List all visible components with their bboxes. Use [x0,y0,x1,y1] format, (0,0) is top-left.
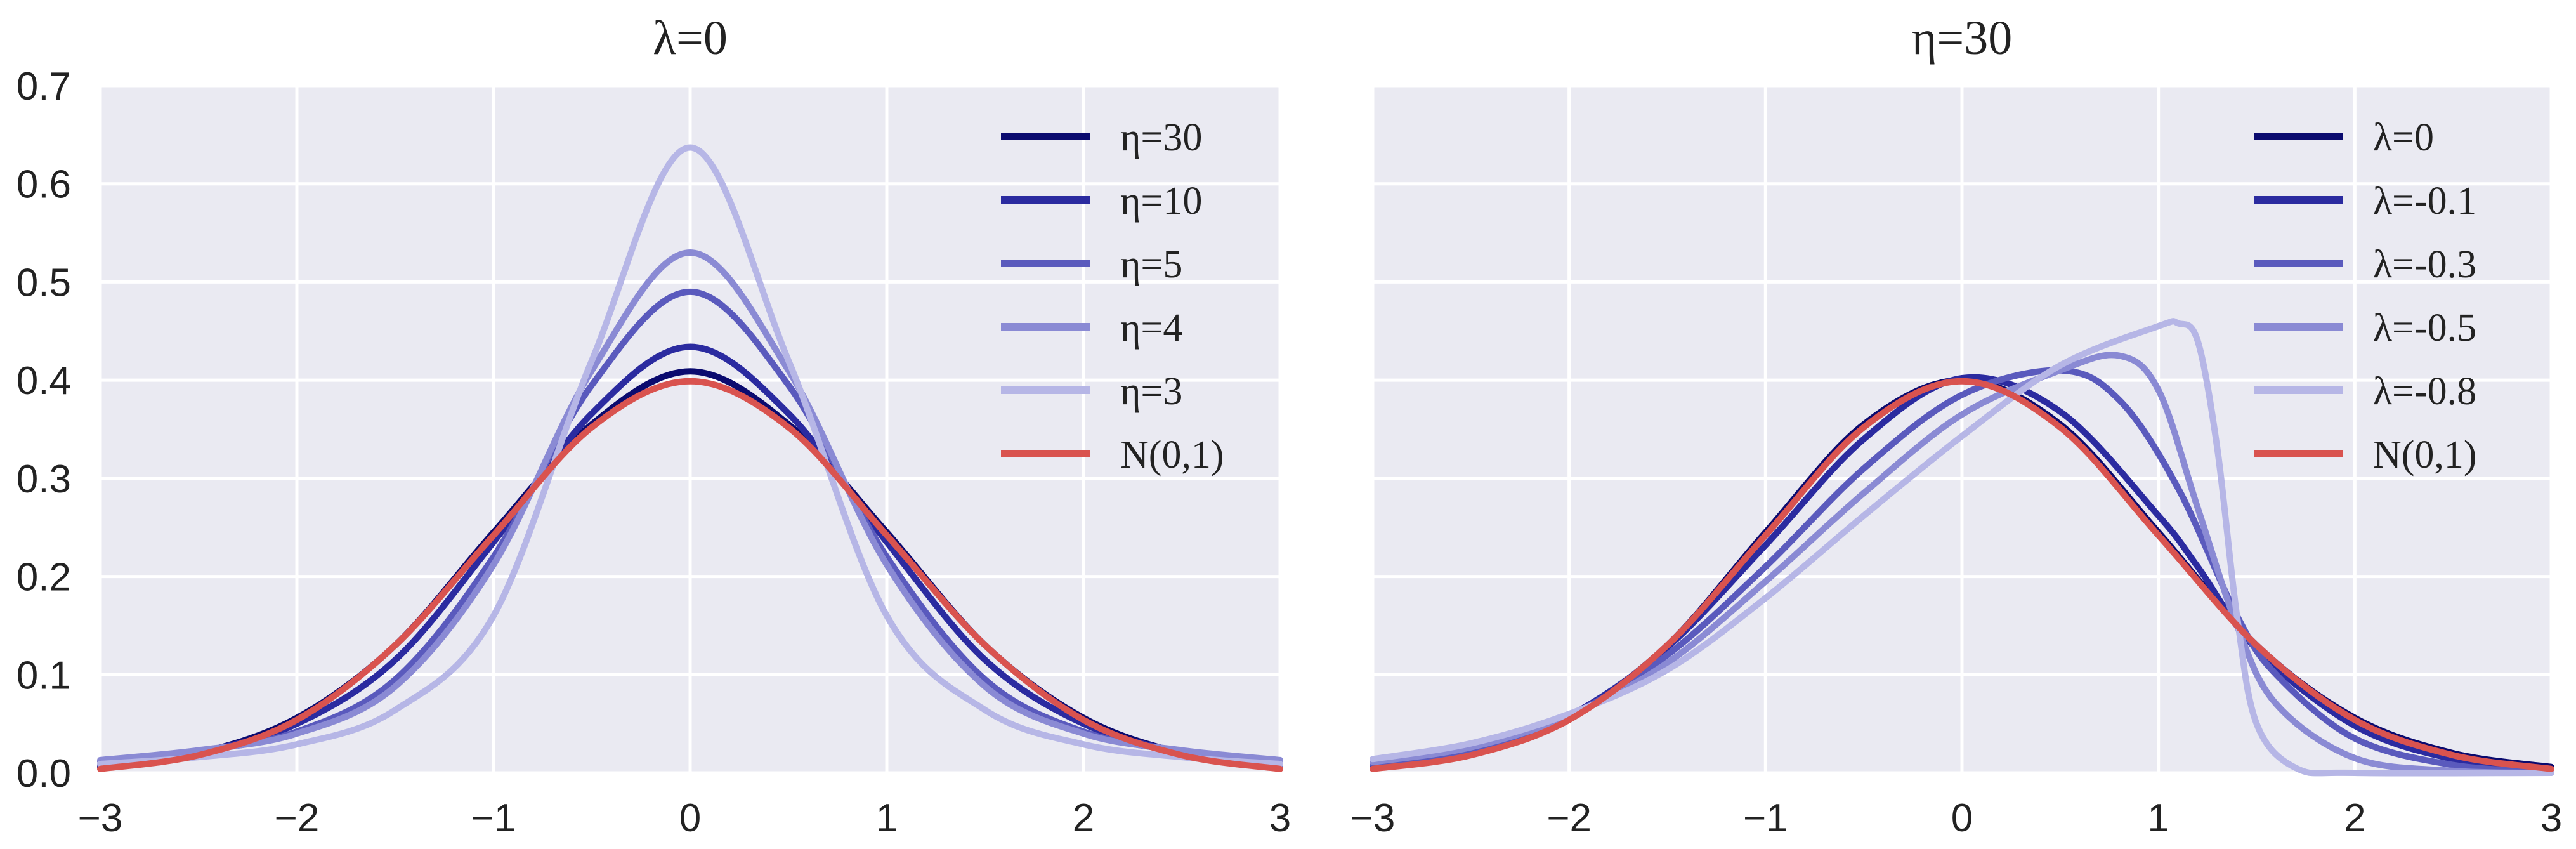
series-line [97,144,1283,768]
x-tick-label: 1 [2147,796,2169,840]
left-panel: −3 −2 −1 0 1 2 3 0.0 0.1 0.2 0.3 0.4 0.5 0.6 0.7 λ=0 η=3… [16,11,1291,840]
x-tick-label: −2 [275,796,320,840]
y-tick-label: 0.2 [16,556,71,600]
x-tick-label: 0 [1951,796,1973,840]
legend-label: λ=-0.3 [2373,243,2476,286]
legend-label: η=3 [1120,370,1182,413]
x-tick-label: 2 [2344,796,2365,840]
x-tick-label: −3 [78,796,123,840]
x-tick-label: 0 [679,796,701,840]
y-tick-label: 0.5 [16,261,71,305]
x-tick-label: 2 [1073,796,1094,840]
legend-label: N(0,1) [2373,433,2477,477]
panel-title: λ=0 [653,11,728,65]
series-line [97,378,1283,772]
right-panel: −3 −2 −1 0 1 2 3 η=30 λ=0 λ=-0.1 λ=-0.3 λ=-0.5 λ=-0.… [1350,11,2563,840]
series-line [1370,378,2554,772]
x-tick-label: 3 [2540,796,2562,840]
series-line [97,249,1283,763]
legend-label: λ=0 [2373,116,2434,159]
y-tick-label: 0.0 [16,752,71,796]
x-tick-label: 3 [1269,796,1291,840]
legend-label: λ=-0.5 [2373,306,2476,350]
legend-label: λ=-0.1 [2373,180,2476,223]
y-tick-label: 0.7 [16,65,71,109]
y-tick-label: 0.4 [16,359,71,403]
series-line [1370,318,2554,777]
legend-label: η=30 [1120,116,1202,159]
legend-label: λ=-0.8 [2373,370,2476,413]
x-tick-label: −1 [471,796,516,840]
x-tick-label: 1 [876,796,898,840]
legend-label: η=4 [1120,306,1182,350]
x-tick-label: −1 [1743,796,1788,840]
series-line [97,343,1283,768]
y-tick-label: 0.3 [16,457,71,501]
y-tick-label: 0.6 [16,163,71,207]
x-tick-label: −3 [1350,796,1396,840]
y-tick-label: 0.1 [16,654,71,697]
legend-label: η=10 [1120,180,1202,223]
legend-label: η=5 [1120,243,1182,286]
panel-title: η=30 [1912,11,2013,65]
x-tick-label: −2 [1546,796,1592,840]
legend-label: N(0,1) [1120,433,1224,477]
